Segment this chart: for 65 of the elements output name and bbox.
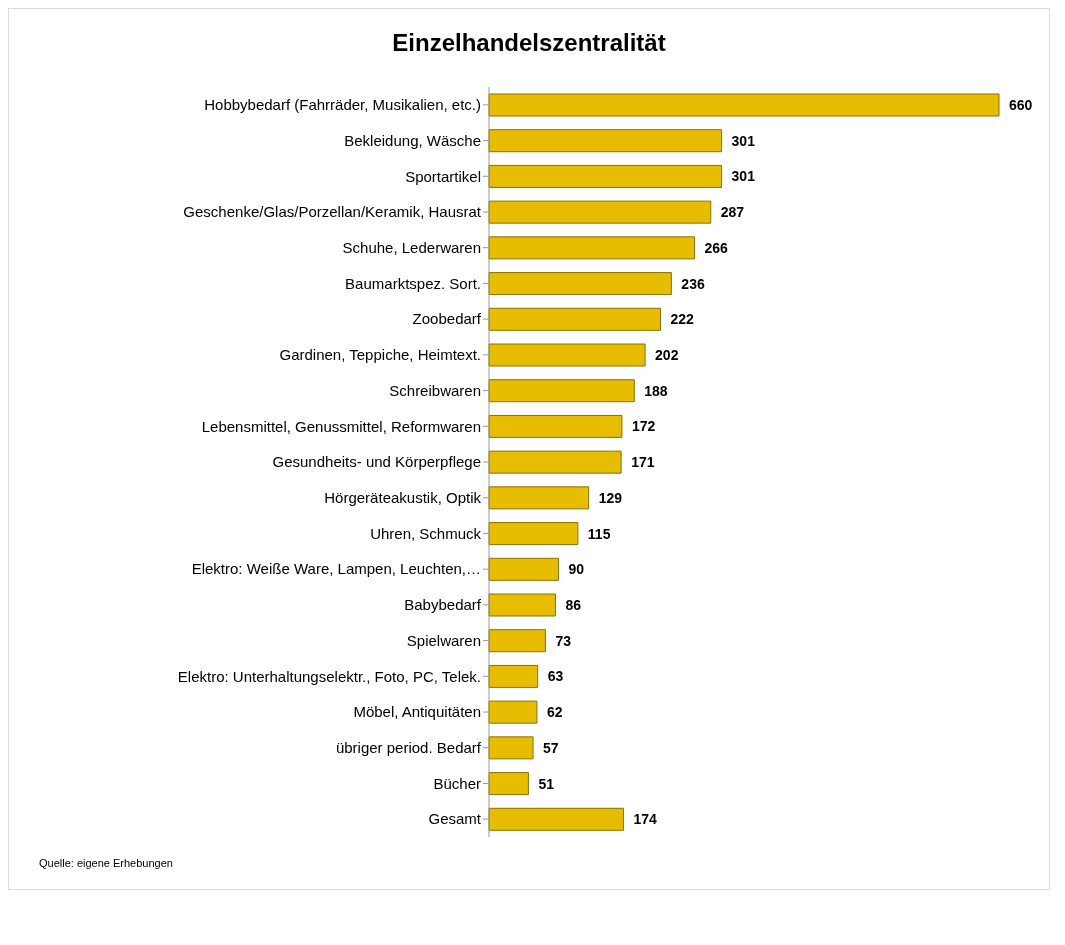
data-label: 188 [644,382,668,399]
data-label: 129 [598,489,623,506]
data-label: 90 [568,561,585,578]
data-label: 266 [704,239,729,256]
data-label: 236 [681,275,705,292]
data-label: 115 [587,525,611,542]
y-tick-label: Schuhe, Lederwaren [342,239,481,257]
data-label: 287 [720,204,745,221]
data-label: 51 [538,775,555,792]
y-tick-label: Bekleidung, Wäsche [344,131,481,149]
y-tick-label: Möbel, Antiquitäten [353,703,481,721]
chart-title: Einzelhandelszentralität [391,29,667,57]
bar [488,772,529,796]
bar [488,200,712,224]
source-note: Quelle: eigene Erhebungen [39,857,174,869]
y-tick-label: Babybedarf [404,596,482,614]
data-label: 174 [633,811,658,828]
y-tick-label: übriger period. Bedarf [335,739,482,757]
bar [488,736,534,760]
y-tick-label: Hörgeräteakustik, Optik [324,489,482,507]
data-label: 57 [543,739,559,756]
y-tick-label: Gesamt [428,810,482,828]
data-label: 301 [731,168,756,185]
data-label: 62 [546,704,563,721]
bar [488,129,723,153]
y-tick-label: Uhren, Schmuck [370,524,482,542]
y-tick-label: Sportartikel [405,167,481,185]
y-tick-label: Spielwaren [406,631,481,649]
data-label: 73 [555,632,572,649]
bar [488,379,635,403]
data-label: 301 [731,132,756,149]
bar [488,236,696,260]
data-label: 171 [631,454,655,471]
y-tick-label: Elektro: Weiße Ware, Lampen, Leuchten,… [191,560,481,578]
y-tick-label: Elektro: Unterhaltungselektr., Foto, PC, Telek. [177,667,481,685]
data-label: 63 [547,668,564,685]
y-tick-label: Gardinen, Teppiche, Heimtext. [279,346,481,364]
data-label: 172 [631,418,656,435]
data-label: 86 [565,596,582,613]
bar [488,700,538,724]
data-label: 202 [655,346,679,363]
bar [488,629,546,653]
data-label: 222 [670,311,695,328]
y-tick-label: Bücher [433,774,481,792]
bar [488,450,622,474]
y-tick-label: Zoobedarf [412,310,482,328]
y-tick-label: Lebensmittel, Genussmittel, Reformwaren [201,417,481,435]
bar [488,486,590,510]
bar [488,557,560,581]
bar [488,664,539,688]
bar [488,164,723,188]
bar [488,343,646,367]
y-tick-label: Geschenke/Glas/Porzellan/Keramik, Hausrat [183,203,482,221]
bar [488,807,624,831]
bar [488,522,579,546]
bar [488,593,556,617]
bar [488,414,623,438]
y-tick-label: Gesundheits- und Körperpflege [272,453,481,471]
bar [488,272,672,296]
data-label: 660 [1009,96,1033,113]
y-tick-label: Hobbybedarf (Fahrräder, Musikalien, etc.) [204,96,481,114]
y-tick-label: Baumarktspez. Sort. [345,274,481,292]
y-tick-label: Schreibwaren [389,381,481,399]
bar [488,307,662,331]
bar [488,93,1000,117]
